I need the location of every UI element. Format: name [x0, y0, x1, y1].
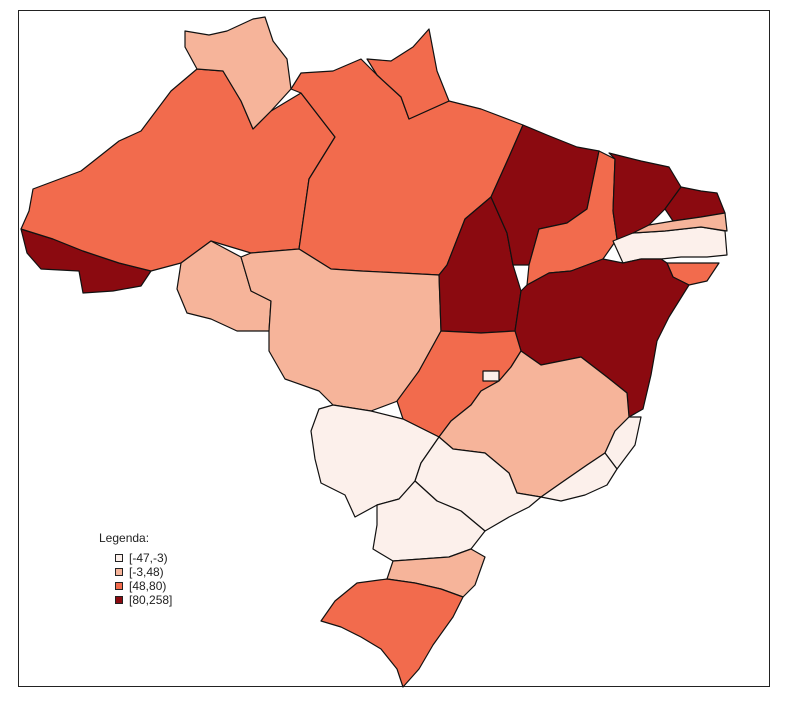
- legend-swatch: [115, 554, 123, 562]
- brazil-choropleth-map: [20, 16, 728, 688]
- legend-swatch: [115, 568, 123, 576]
- legend-label: [48,80): [129, 579, 167, 593]
- state-RS: [320, 578, 464, 688]
- legend-item: [80,258]: [115, 593, 172, 607]
- state-AP: [366, 28, 450, 120]
- legend-label: [-47,-3): [129, 551, 168, 565]
- legend-swatch: [115, 596, 123, 604]
- legend-item: [-47,-3): [115, 551, 172, 565]
- state-PE: [632, 212, 728, 234]
- state-AM: [20, 68, 336, 272]
- legend-item: [48,80): [115, 579, 172, 593]
- state-RJ: [540, 452, 618, 502]
- legend-title: Legenda:: [99, 531, 150, 545]
- legend: Legenda: [-47,-3) [-3,48) [48,80) [80,25…: [99, 531, 172, 607]
- legend-label: [80,258]: [129, 593, 173, 607]
- map-frame: Legenda: [-47,-3) [-3,48) [48,80) [80,25…: [18, 10, 770, 688]
- legend-item: [-3,48): [115, 565, 172, 579]
- state-DF: [482, 370, 500, 382]
- legend-swatch: [115, 582, 123, 590]
- legend-label: [-3,48): [129, 565, 164, 579]
